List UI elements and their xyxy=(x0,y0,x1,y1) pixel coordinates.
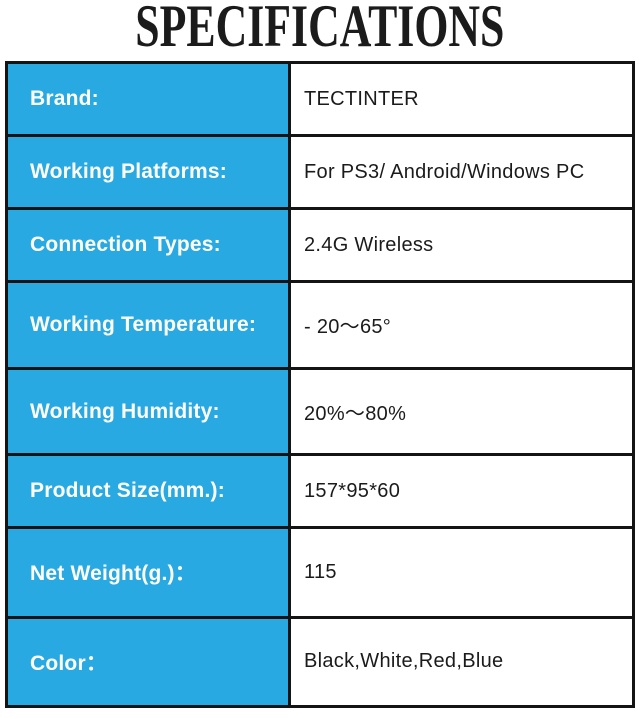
spec-value: 2.4G Wireless xyxy=(288,207,635,284)
spec-label: Working Platforms: xyxy=(5,134,291,211)
spec-value: 115 xyxy=(288,526,635,619)
specifications-table-body: Brand: TECTINTER Working Platforms: For PS3… xyxy=(5,60,635,709)
spec-label: Product Size(mm.): xyxy=(5,453,291,530)
page-title: SPECIFICATIONS xyxy=(0,0,640,59)
table-row: Net Weight(g.)： 115 xyxy=(5,526,635,619)
spec-value: TECTINTER xyxy=(288,60,635,138)
spec-label: Connection Types: xyxy=(5,207,291,284)
spec-label: Brand: xyxy=(5,60,291,138)
table-row: Brand: TECTINTER xyxy=(5,60,635,138)
page-title-text: SPECIFICATIONS xyxy=(135,0,505,59)
table-row: Working Humidity: 20%～80% xyxy=(5,366,635,457)
table-row: Working Temperature: - 20～65° xyxy=(5,280,635,370)
spec-label: Working Humidity: xyxy=(5,366,291,457)
table-row: Connection Types: 2.4G Wireless xyxy=(5,207,635,284)
specifications-table: Brand: TECTINTER Working Platforms: For PS3… xyxy=(5,60,635,709)
spec-value: For PS3/ Android/Windows PC xyxy=(288,134,635,211)
spec-label: Color： xyxy=(5,615,291,709)
spec-label: Working Temperature: xyxy=(5,280,291,370)
table-row: Working Platforms: For PS3/ Android/Windo… xyxy=(5,134,635,211)
table-row: Color： Black,White,Red,Blue xyxy=(5,615,635,709)
spec-value: 20%～80% xyxy=(288,366,635,457)
spec-value: 157*95*60 xyxy=(288,453,635,530)
spec-value: - 20～65° xyxy=(288,280,635,370)
spec-value: Black,White,Red,Blue xyxy=(288,615,635,709)
spec-label: Net Weight(g.)： xyxy=(5,526,291,619)
table-row: Product Size(mm.): 157*95*60 xyxy=(5,453,635,530)
